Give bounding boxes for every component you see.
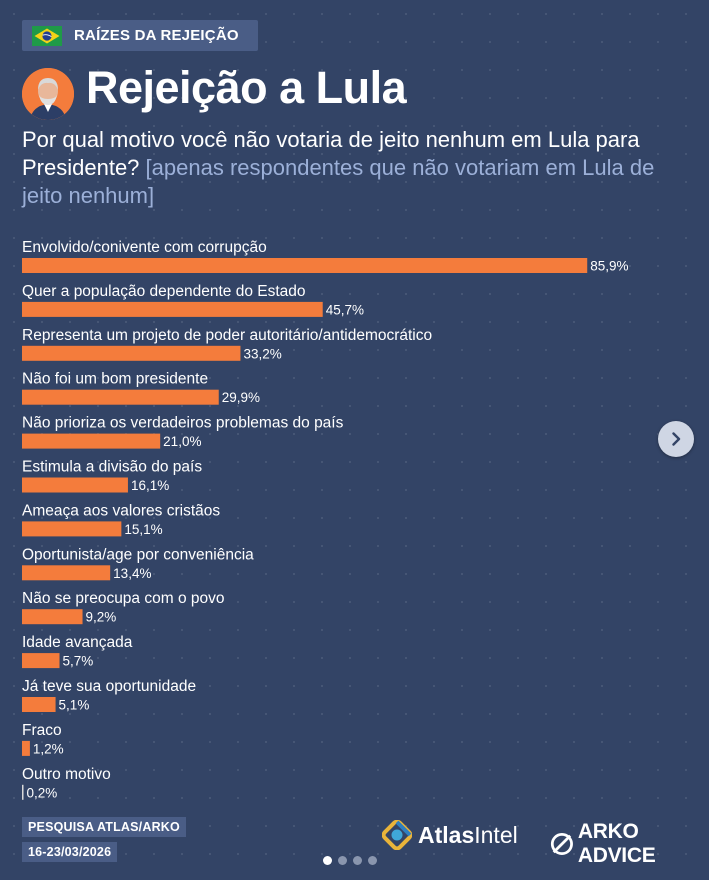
next-slide-button[interactable]	[658, 421, 694, 457]
source-info: PESQUISA ATLAS/ARKO 16-23/03/2026	[22, 817, 186, 862]
category-label: Já teve sua oportunidade	[22, 678, 196, 695]
data-label: 21,0%	[163, 434, 201, 449]
arko-advice-logo: ARKO ADVICE	[550, 820, 709, 868]
category-label: Idade avançada	[22, 634, 133, 651]
bar	[22, 609, 83, 625]
section-tag-label: RAÍZES DA REJEIÇÃO	[74, 27, 239, 44]
category-label: Não se preocupa com o povo	[22, 590, 224, 607]
data-label: 45,7%	[326, 302, 364, 317]
arko-logo-text: ARKO ADVICE	[577, 820, 656, 867]
category-label: Envolvido/conivente com corrupção	[22, 239, 267, 256]
survey-date: 16-23/03/2026	[22, 842, 118, 862]
bar	[22, 697, 56, 712]
bar	[22, 740, 30, 756]
page-title: Rejeição a Lula	[86, 62, 407, 113]
bar	[22, 345, 241, 361]
data-label: 33,2%	[243, 346, 281, 361]
category-label: Outro motivo	[22, 766, 111, 783]
person-portrait-icon	[22, 68, 74, 120]
data-label: 13,4%	[113, 566, 151, 581]
chevron-right-icon	[672, 432, 681, 446]
data-label: 1,2%	[33, 741, 64, 756]
data-label: 0,2%	[27, 785, 58, 800]
brazil-flag-icon	[32, 25, 62, 46]
category-label: Ameaça aos valores cristãos	[22, 502, 220, 519]
atlas-logo-bold: Atlas	[418, 821, 475, 848]
data-label: 16,1%	[131, 478, 169, 493]
bar	[22, 477, 128, 493]
data-label: 5,7%	[63, 654, 94, 669]
data-label: 85,9%	[590, 259, 628, 274]
category-label: Não prioriza os verdadeiros problemas do…	[22, 415, 344, 432]
category-label: Representa um projeto de poder autoritár…	[22, 327, 432, 344]
page-dot[interactable]	[323, 856, 332, 865]
arko-logo-icon	[550, 832, 573, 856]
data-label: 5,1%	[59, 698, 90, 713]
question-text: Por qual motivo você não votaria de jeit…	[22, 127, 640, 180]
data-label: 29,9%	[222, 390, 260, 405]
lula-avatar	[22, 68, 74, 120]
page-dot[interactable]	[368, 856, 377, 865]
bar	[22, 521, 122, 537]
page-dot[interactable]	[353, 856, 362, 865]
bar	[22, 258, 588, 273]
bar	[22, 565, 111, 581]
survey-question: Por qual motivo você não votaria de jeit…	[22, 126, 682, 210]
pagination-dots	[323, 856, 377, 865]
source-label: PESQUISA ATLAS/ARKO	[22, 817, 186, 837]
category-label: Estimula a divisão do país	[22, 459, 202, 476]
bar	[22, 433, 161, 449]
atlasintel-logo-icon	[382, 820, 412, 850]
atlasintel-logo: AtlasIntel	[382, 820, 518, 850]
bar	[22, 653, 60, 669]
category-label: Não foi um bom presidente	[22, 371, 208, 388]
section-tag: RAÍZES DA REJEIÇÃO	[22, 20, 258, 51]
data-label: 15,1%	[124, 522, 162, 537]
atlas-logo-light: Intel	[474, 821, 518, 848]
question-note: [apenas respondentes que não votariam em…	[22, 155, 655, 208]
data-label: 9,2%	[86, 610, 117, 625]
category-label: Oportunista/age por conveniência	[22, 546, 254, 563]
bar	[22, 389, 219, 405]
bar	[22, 784, 24, 800]
bar	[22, 301, 323, 317]
category-label: Quer a população dependente do Estado	[22, 283, 306, 300]
category-label: Fraco	[22, 722, 62, 739]
page-dot[interactable]	[338, 856, 347, 865]
